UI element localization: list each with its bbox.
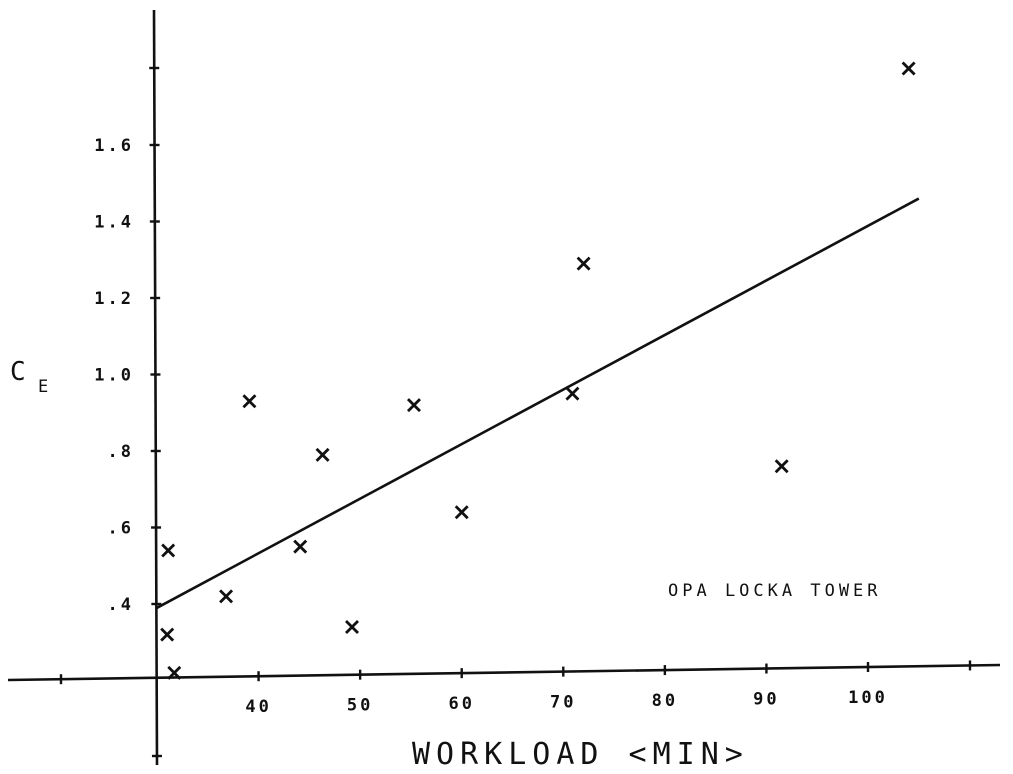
- data-point: [167, 665, 182, 680]
- x-tick-label: 80: [652, 691, 678, 711]
- data-point: [901, 61, 916, 76]
- y-tick-label: 1.0: [94, 366, 134, 386]
- y-axis-label-subscript: E: [38, 377, 48, 397]
- y-ticks: .4 .6 .8 1.0 1.2 1.4 1.6: [94, 66, 162, 758]
- y-tick-label: .6: [108, 519, 134, 539]
- x-ticks: 40 50 60 70 80 90 100: [59, 660, 972, 717]
- trend-line-group: [156, 197, 920, 609]
- data-point: [345, 619, 360, 634]
- data-point: [774, 459, 789, 474]
- x-tick-label: 60: [448, 694, 474, 714]
- data-point: [293, 539, 308, 554]
- trend-line: [156, 197, 920, 609]
- x-axis-label: WORKLOAD <MIN>: [412, 737, 749, 772]
- x-tick-label: 40: [245, 697, 271, 717]
- data-point: [565, 386, 580, 401]
- data-point: [219, 589, 234, 604]
- x-tick-label: 100: [848, 688, 888, 708]
- x-tick-label: 70: [550, 693, 576, 713]
- axes: [7, 9, 1001, 766]
- y-tick-label: .4: [108, 595, 134, 615]
- data-point: [406, 398, 421, 413]
- data-point: [161, 543, 176, 558]
- y-axis-line: [152, 9, 159, 766]
- y-tick-label: .8: [108, 442, 134, 462]
- x-tick-label: 50: [347, 696, 373, 716]
- y-tick-label: 1.2: [94, 289, 134, 309]
- data-point: [242, 394, 257, 409]
- y-tick-label: 1.4: [94, 213, 134, 233]
- x-axis-line: [7, 663, 1001, 682]
- data-point: [454, 505, 469, 520]
- y-tick-label: 1.6: [94, 136, 134, 156]
- x-tick-label: 90: [753, 690, 779, 710]
- data-point: [576, 256, 591, 271]
- data-points: [160, 61, 916, 680]
- chart-annotation: OPA LOCKA TOWER: [668, 581, 882, 601]
- y-axis-label: C: [10, 357, 26, 387]
- data-point: [160, 627, 175, 642]
- data-point: [315, 447, 330, 462]
